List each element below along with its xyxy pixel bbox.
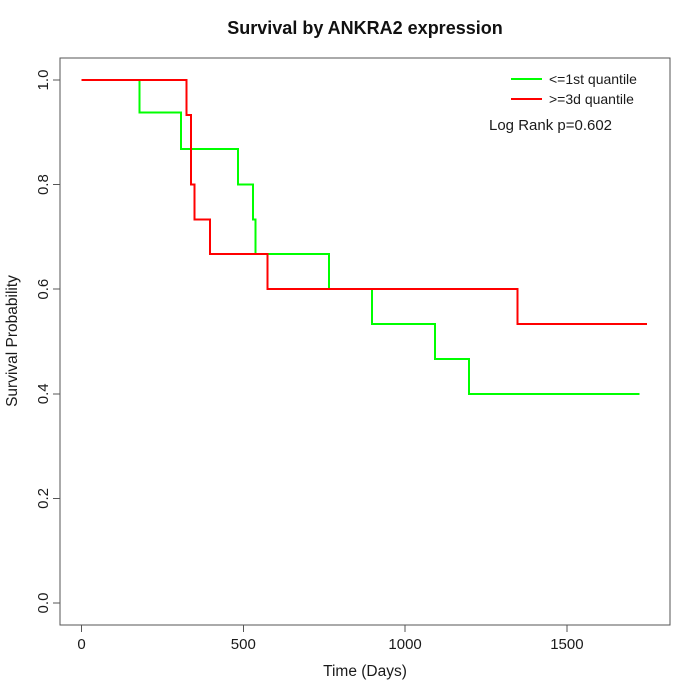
y-tick-label: 1.0 xyxy=(35,70,52,91)
y-axis-label: Survival Probability xyxy=(4,275,21,407)
x-tick-label: 1000 xyxy=(388,636,421,653)
survival-curve-0 xyxy=(81,79,640,395)
y-tick-label: 0.4 xyxy=(35,383,52,404)
y-tick-label: 0.0 xyxy=(35,593,52,614)
plot-frame xyxy=(59,57,671,626)
log-rank-p-value: Log Rank p=0.602 xyxy=(489,117,612,134)
chart-title: Survival by ANKRA2 expression xyxy=(227,18,502,38)
x-tick-label: 0 xyxy=(77,636,85,653)
legend-label-green: <=1st quantile xyxy=(549,71,637,87)
y-tick-label: 0.6 xyxy=(35,279,52,300)
x-axis-label: Time (Days) xyxy=(323,663,407,680)
x-tick-label: 1500 xyxy=(550,636,583,653)
survival-curve-1 xyxy=(81,79,648,326)
y-tick-label: 0.8 xyxy=(35,174,52,195)
legend: <=1st quantile >=3d quantile Log Rank p=… xyxy=(489,71,637,134)
survival-curves xyxy=(81,79,648,395)
x-tick-label: 500 xyxy=(231,636,256,653)
y-tick-label: 0.2 xyxy=(35,488,52,509)
y-axis: 0.0 0.2 0.4 0.6 0.8 1.0 xyxy=(35,70,60,614)
legend-label-red: >=3d quantile xyxy=(549,91,634,107)
x-axis: 0 500 1000 1500 xyxy=(77,625,584,653)
